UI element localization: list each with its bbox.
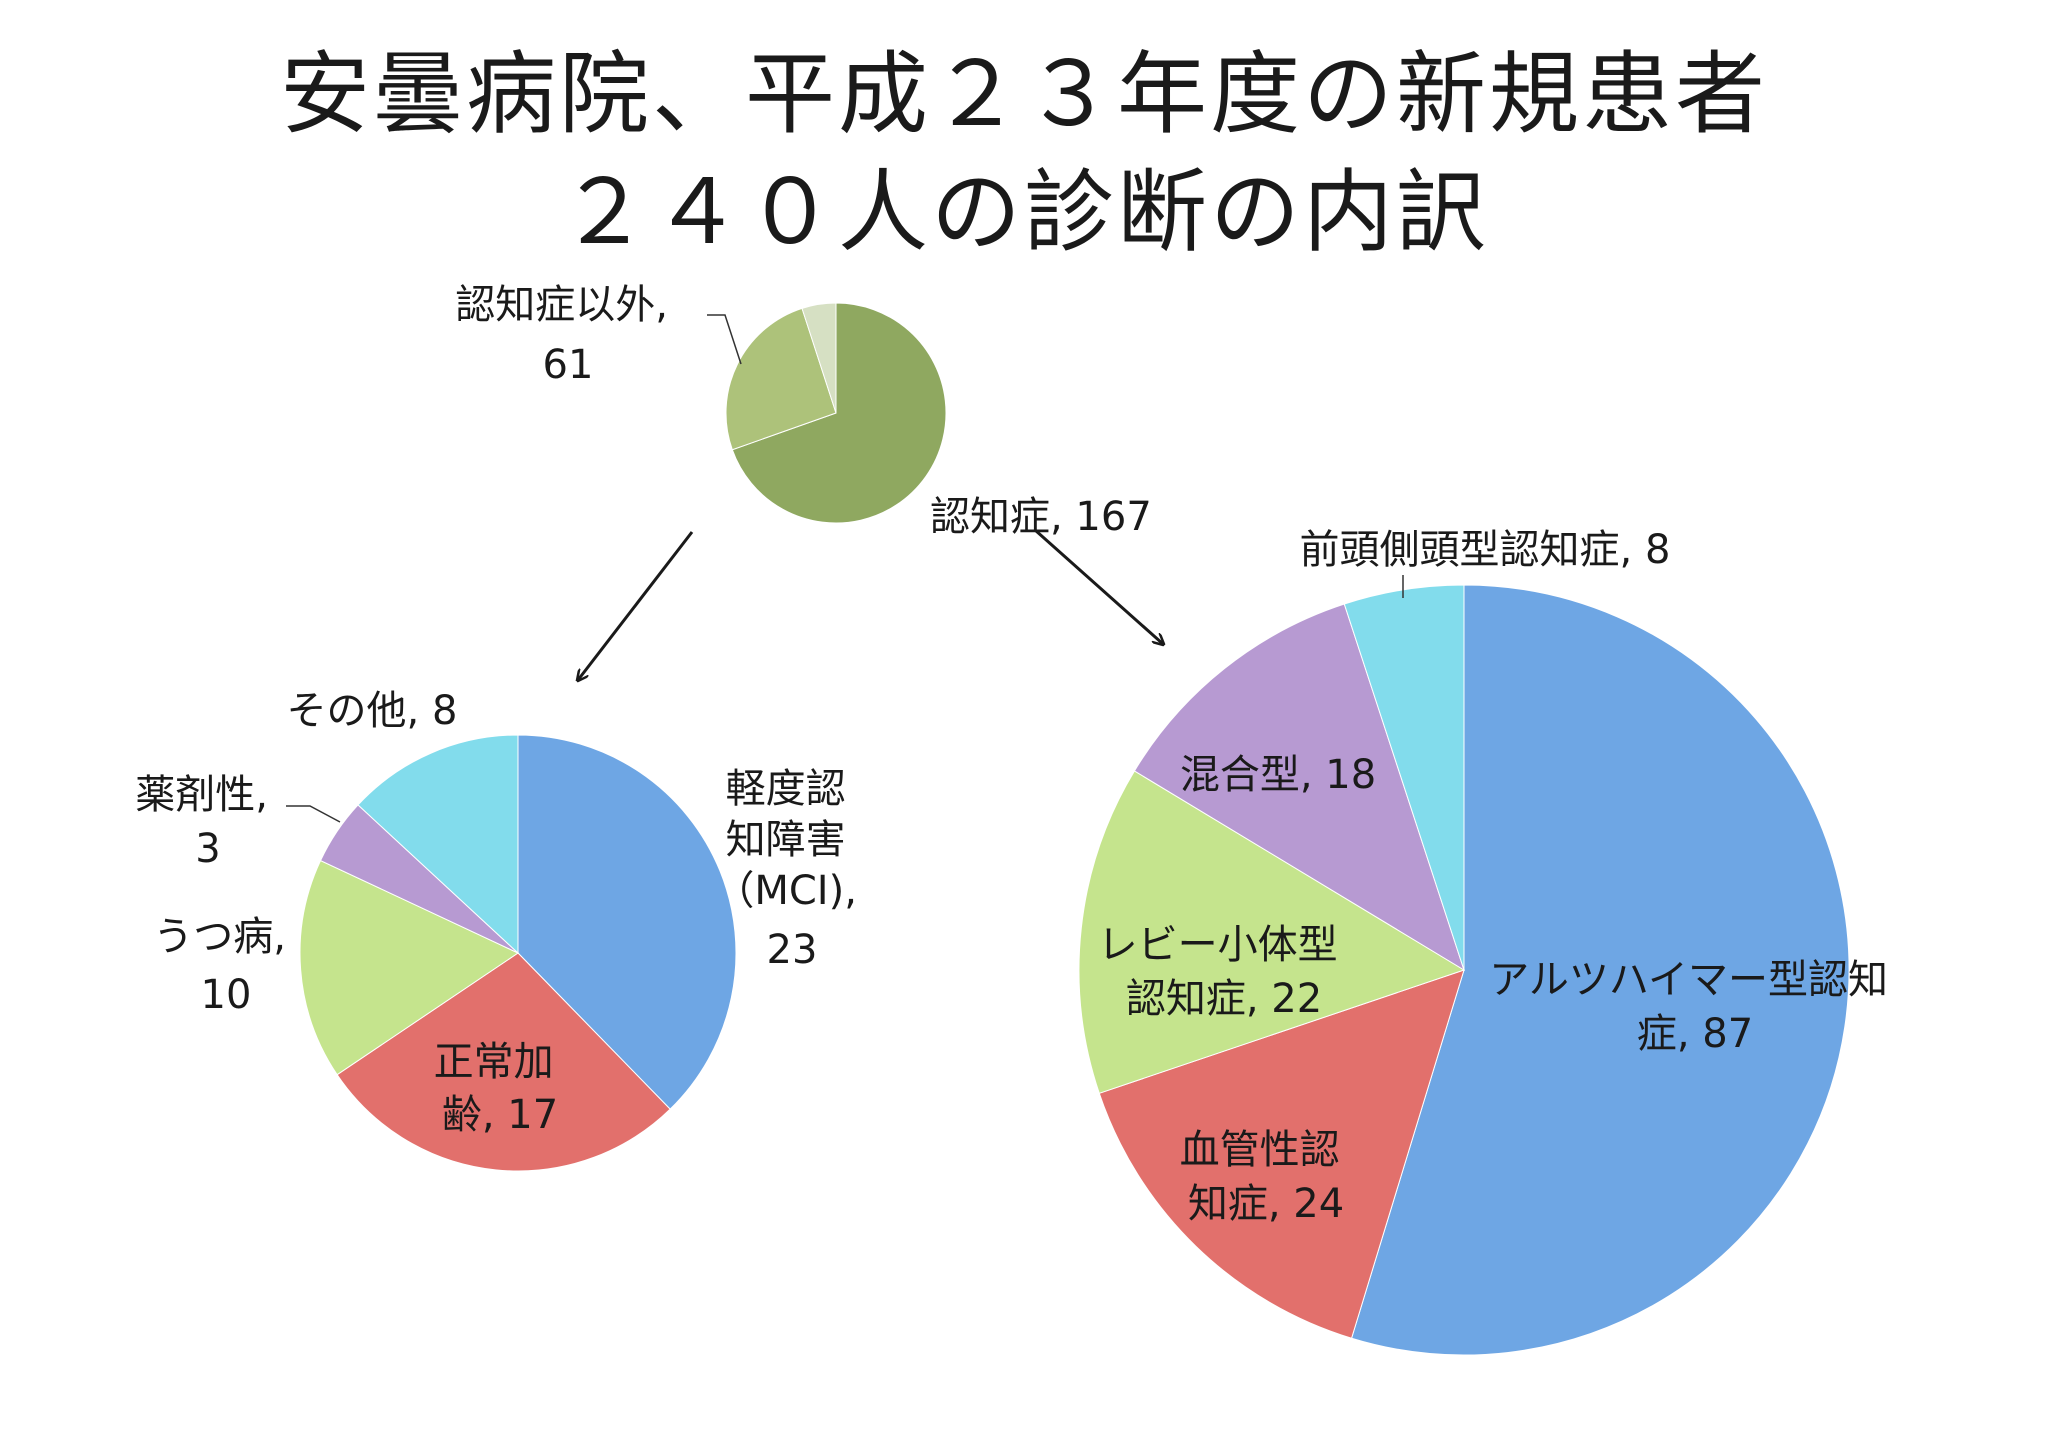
data-label-non-dementia: 認知症以外, 61 xyxy=(455,282,680,388)
data-label-dementia: 認知症, 167 xyxy=(930,494,1152,540)
pie-slice-normal-aging xyxy=(336,952,671,1172)
arrow-to-dementia xyxy=(1034,528,1163,644)
leader-line-non-dementia xyxy=(707,314,742,365)
data-label-drug-induced: 薬剤性, 3 xyxy=(135,772,280,872)
pie-slice-lewy-body xyxy=(1078,770,1466,1094)
pie-chart-dementia-types xyxy=(1078,584,1850,1356)
pie-slice-other xyxy=(357,734,519,955)
pie-slice-vascular xyxy=(1098,969,1465,1339)
pie-slice-dementia xyxy=(731,302,947,524)
data-label-other: その他, 8 xyxy=(287,688,458,734)
pie-chart-non-dementia xyxy=(299,734,737,1172)
data-label-mci: 軽度認 知障害 （MCI), 23 xyxy=(714,766,869,973)
chart-title-line-2: ２４０人の診断の内訳 xyxy=(559,160,1489,265)
pie-slice-mixed xyxy=(1133,603,1465,972)
pie-slice-alzheimers xyxy=(1350,584,1850,1356)
arrow-to-non-dementia xyxy=(578,531,694,680)
pie-slice-mci xyxy=(517,734,737,1110)
data-label-alzheimers: アルツハイマー型認知 症, 87 xyxy=(1489,957,1901,1057)
pie-slice-depression xyxy=(299,859,520,1076)
data-label-mixed: 混合型, 18 xyxy=(1180,752,1376,798)
data-label-vascular: 血管性認 知症, 24 xyxy=(1180,1127,1353,1227)
data-label-lewy-body: レビー小体型 認知症, 22 xyxy=(1098,922,1351,1022)
data-label-normal-aging: 正常加 齢, 17 xyxy=(434,1039,567,1138)
pie-slice-unclassified xyxy=(801,302,837,414)
pie-slice-non-dementia xyxy=(725,307,837,451)
chart-title-line-1: 安曇病院、平成２３年度の新規患者 xyxy=(280,42,1768,147)
data-label-depression: うつ病, 10 xyxy=(153,914,298,1018)
leader-line-drug-induced xyxy=(286,805,341,823)
pie-chart-total xyxy=(725,302,947,524)
data-label-ftd: 前頭側頭型認知症, 8 xyxy=(1300,527,1671,573)
